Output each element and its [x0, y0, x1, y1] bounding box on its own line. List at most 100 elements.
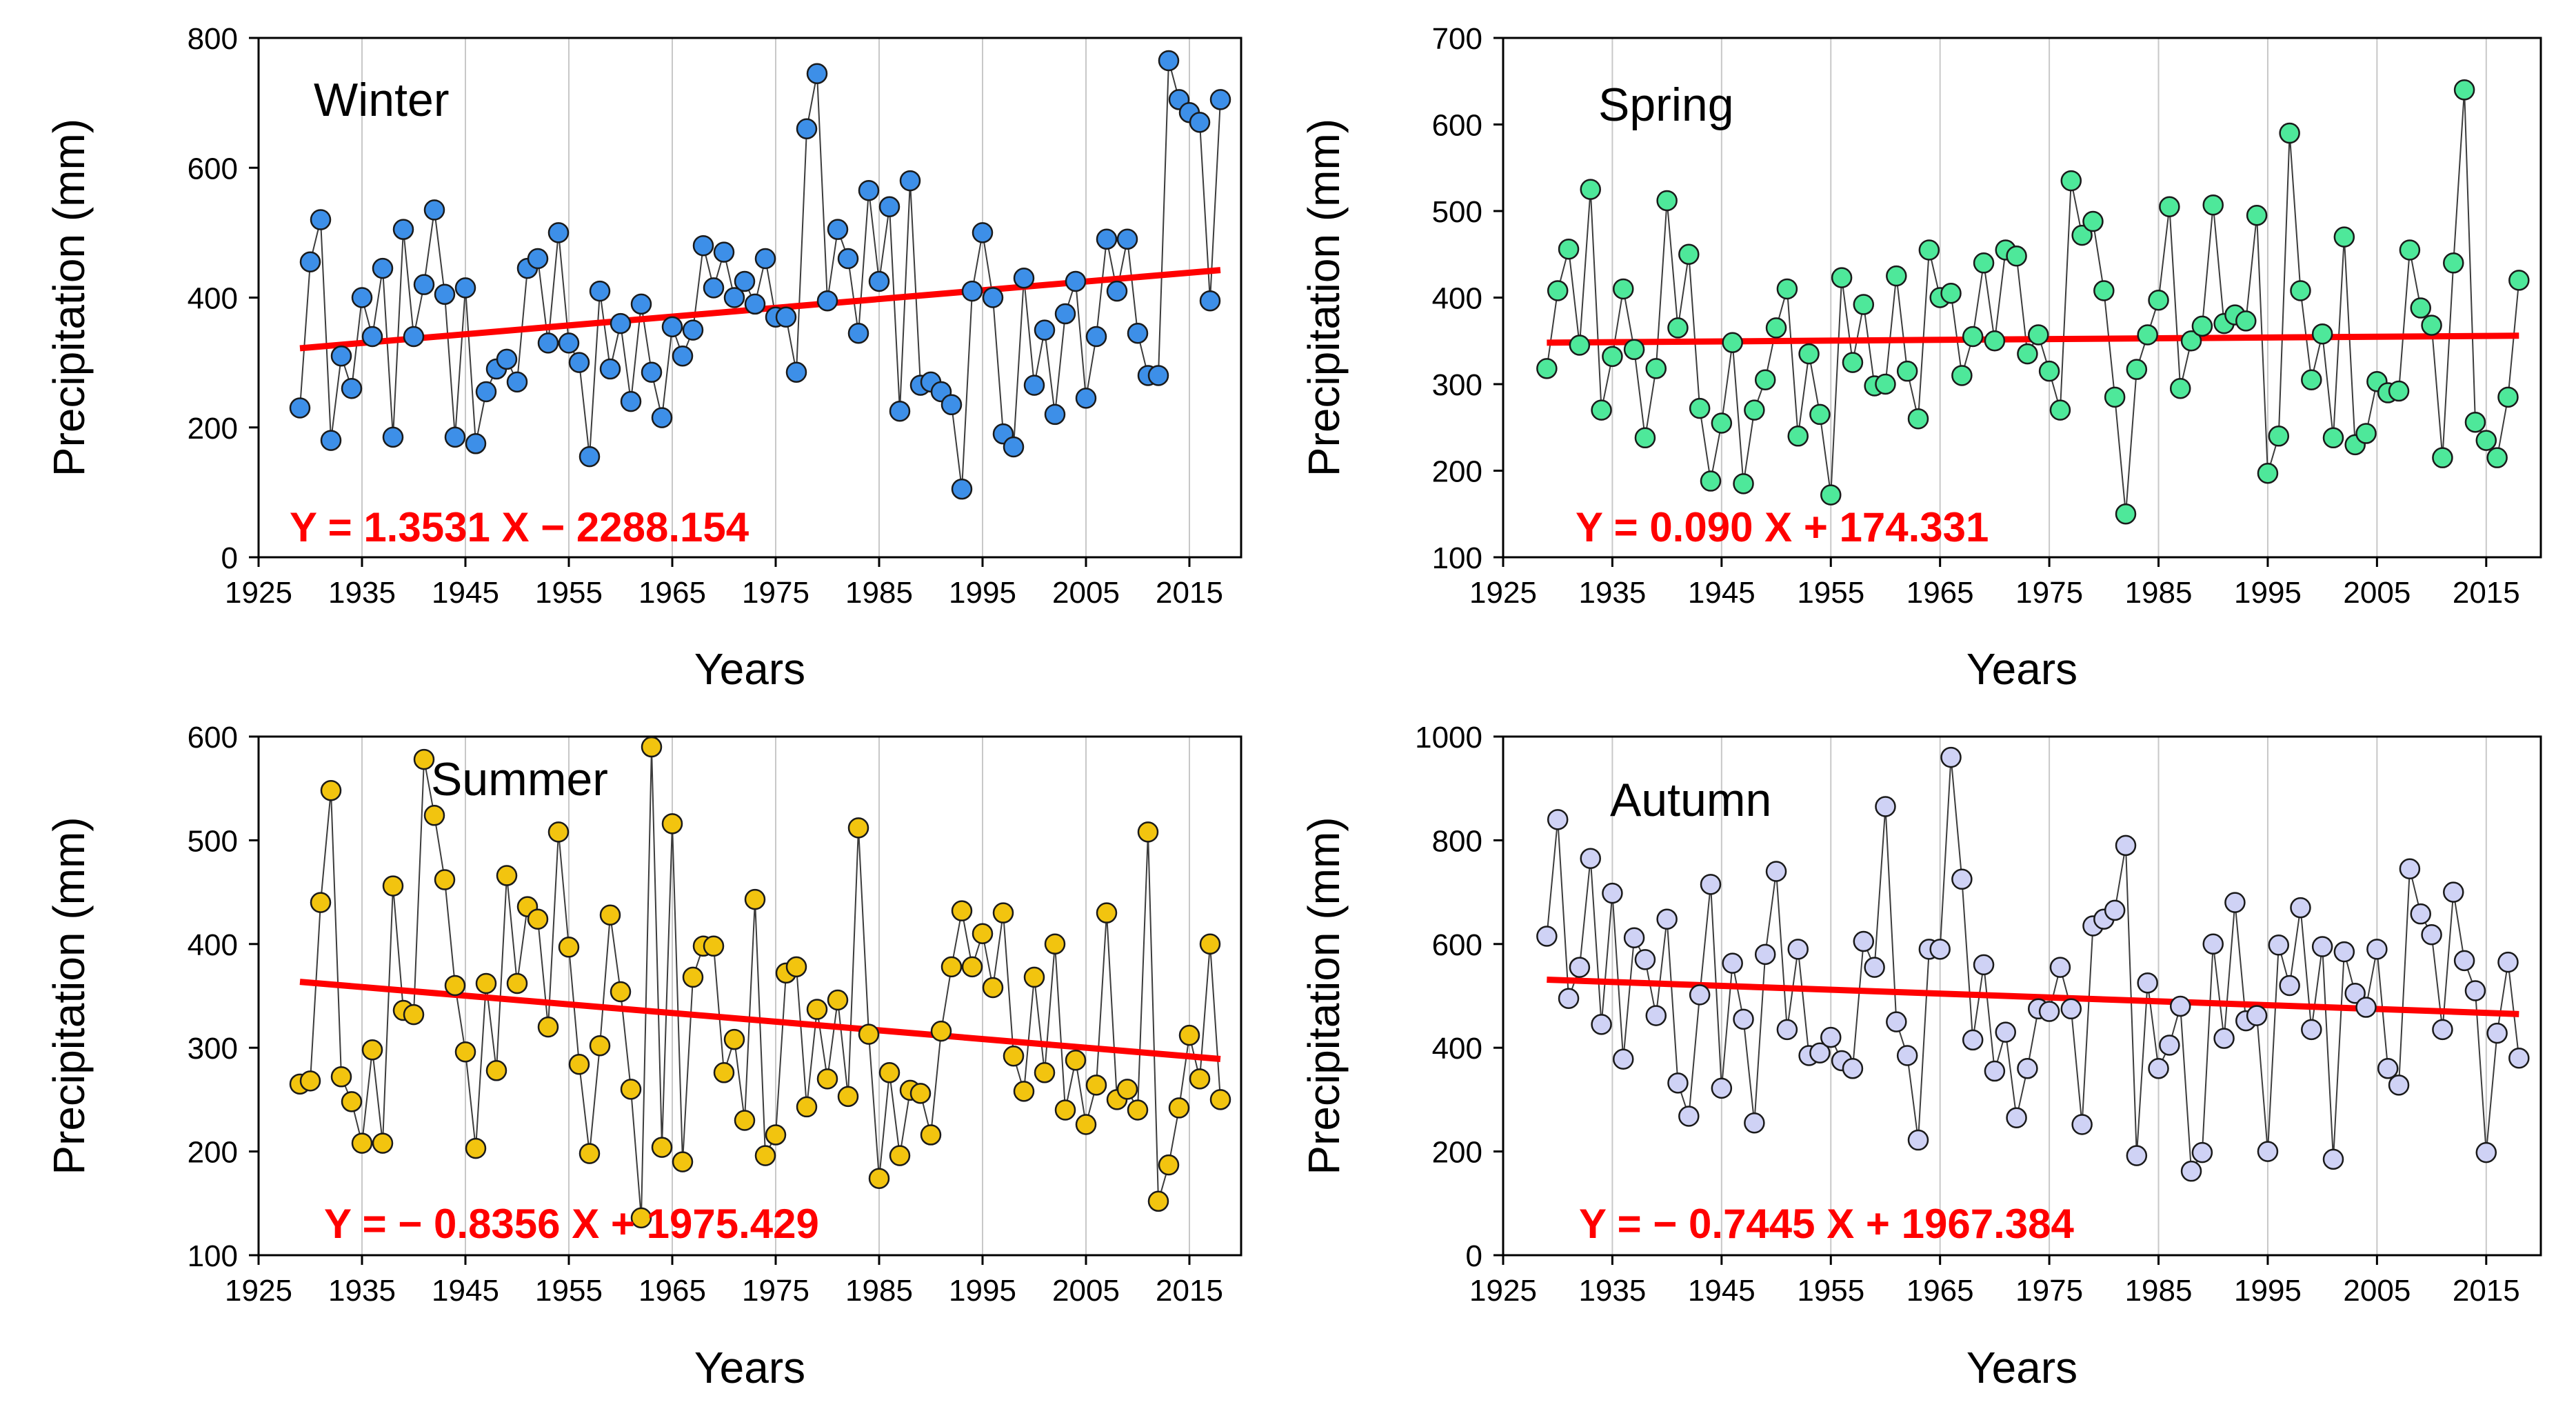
winter-data-point — [641, 361, 663, 383]
autumn-data-point — [1886, 1011, 1907, 1032]
autumn-data-point — [1591, 1014, 1612, 1035]
summer-y-tick-label: 600 — [188, 721, 238, 755]
spring-data-point — [1700, 470, 1722, 492]
spring-data-point — [1722, 332, 1743, 354]
autumn-data-point — [2453, 950, 2475, 972]
winter-data-point — [847, 323, 869, 344]
autumn-data-point — [2486, 1022, 2508, 1044]
winter-data-point — [1147, 365, 1169, 386]
spring-data-point — [2071, 224, 2093, 246]
summer-data-point — [1013, 1081, 1035, 1102]
winter-data-point — [734, 270, 756, 292]
spring-data-point — [2028, 324, 2049, 346]
autumn-data-point — [2268, 935, 2290, 956]
spring-y-tick-label: 400 — [1432, 282, 1482, 316]
summer-data-point — [806, 999, 828, 1020]
winter-data-point — [1034, 319, 1056, 341]
summer-chart-panel: 1925 1935 1945 1955 1965 1975 1985 1995 2005 2015… — [44, 721, 1242, 1392]
winter-regression-equation: Y = 1.3531 X − 2288.154 — [290, 504, 749, 550]
summer-data-point — [785, 956, 807, 978]
autumn-data-point — [1700, 874, 1722, 895]
autumn-data-point — [2322, 1148, 2344, 1170]
spring-data-point — [2410, 297, 2431, 319]
winter-x-tick-label: 2005 — [1052, 576, 1120, 610]
winter-data-point — [682, 319, 704, 341]
winter-data-point — [1023, 374, 1045, 396]
spring-y-tick-label: 700 — [1432, 22, 1482, 56]
spring-data-point — [2126, 359, 2148, 380]
spring-data-point — [1875, 373, 1896, 395]
winter-data-point — [1075, 388, 1097, 409]
winter-data-point — [475, 381, 497, 403]
spring-season-title: Spring — [1598, 79, 1734, 131]
summer-data-point — [1116, 1079, 1138, 1100]
winter-data-point — [558, 332, 580, 354]
spring-data-point — [1711, 412, 1733, 434]
autumn-data-point — [1809, 1042, 1831, 1063]
winter-x-tick-label: 2015 — [1156, 576, 1223, 610]
summer-x-tick-label: 1935 — [328, 1274, 396, 1308]
summer-data-point — [713, 1062, 735, 1083]
spring-data-point — [1820, 484, 1842, 506]
autumn-x-tick-label: 1965 — [1906, 1274, 1974, 1308]
spring-data-point — [2104, 386, 2126, 408]
spring-x-tick-label: 1965 — [1906, 576, 1974, 610]
summer-x-tick-label: 1925 — [225, 1274, 292, 1308]
autumn-x-tick-label: 1945 — [1688, 1274, 1755, 1308]
summer-data-point — [1044, 933, 1066, 955]
spring-data-point — [1951, 365, 1973, 386]
summer-data-point — [630, 1207, 652, 1229]
spring-x-tick-label: 1975 — [2015, 576, 2083, 610]
winter-data-point — [692, 234, 714, 257]
summer-data-point — [1023, 966, 1045, 988]
winter-data-point — [1189, 112, 1211, 133]
summer-y-tick-label: 200 — [188, 1136, 238, 1170]
summer-y-tick-label: 100 — [188, 1239, 238, 1273]
spring-data-point — [2137, 324, 2158, 346]
winter-x-tick-label: 1955 — [535, 576, 603, 610]
summer-data-point — [599, 904, 621, 926]
autumn-data-point — [2169, 995, 2191, 1017]
autumn-data-point — [2148, 1058, 2169, 1079]
summer-data-point — [372, 1132, 394, 1154]
winter-data-point — [827, 219, 849, 240]
winter-data-point — [630, 293, 652, 315]
spring-data-point — [1634, 427, 1656, 449]
winter-data-point — [982, 287, 1004, 308]
autumn-data-point — [2060, 998, 2082, 1020]
summer-y-tick-label: 400 — [188, 928, 238, 962]
autumn-data-point — [2257, 1141, 2279, 1162]
spring-data-point — [2191, 315, 2213, 337]
summer-data-point — [858, 1023, 880, 1045]
spring-y-tick-label: 300 — [1432, 368, 1482, 402]
winter-data-point — [744, 293, 766, 315]
spring-data-point — [1602, 346, 1623, 368]
winter-data-point — [1096, 228, 1118, 250]
winter-data-point — [341, 378, 363, 399]
autumn-data-point — [1853, 930, 1875, 952]
winter-data-point — [899, 170, 921, 192]
winter-data-point — [289, 397, 311, 419]
autumn-data-point — [2443, 881, 2464, 903]
autumn-data-point — [1995, 1021, 2016, 1043]
autumn-data-point — [1744, 1112, 1765, 1134]
winter-x-tick-label: 1965 — [638, 576, 706, 610]
winter-data-point — [837, 248, 859, 270]
spring-x-tick-label: 1925 — [1469, 576, 1537, 610]
autumn-data-point — [2137, 972, 2158, 994]
spring-data-point — [1547, 280, 1569, 301]
spring-data-point — [2148, 290, 2169, 311]
summer-x-tick-label: 1945 — [432, 1274, 499, 1308]
summer-data-point — [796, 1096, 818, 1118]
winter-data-point — [1158, 50, 1180, 72]
spring-data-point — [2246, 205, 2268, 226]
summer-data-point — [1158, 1154, 1180, 1176]
summer-data-point — [930, 1020, 952, 1042]
autumn-data-point — [1842, 1058, 1864, 1079]
summer-data-point — [909, 1083, 932, 1104]
summer-data-point — [754, 1145, 776, 1166]
autumn-x-tick-label: 1955 — [1797, 1274, 1864, 1308]
spring-y-tick-label: 100 — [1432, 541, 1482, 575]
spring-data-point — [2311, 323, 2333, 345]
